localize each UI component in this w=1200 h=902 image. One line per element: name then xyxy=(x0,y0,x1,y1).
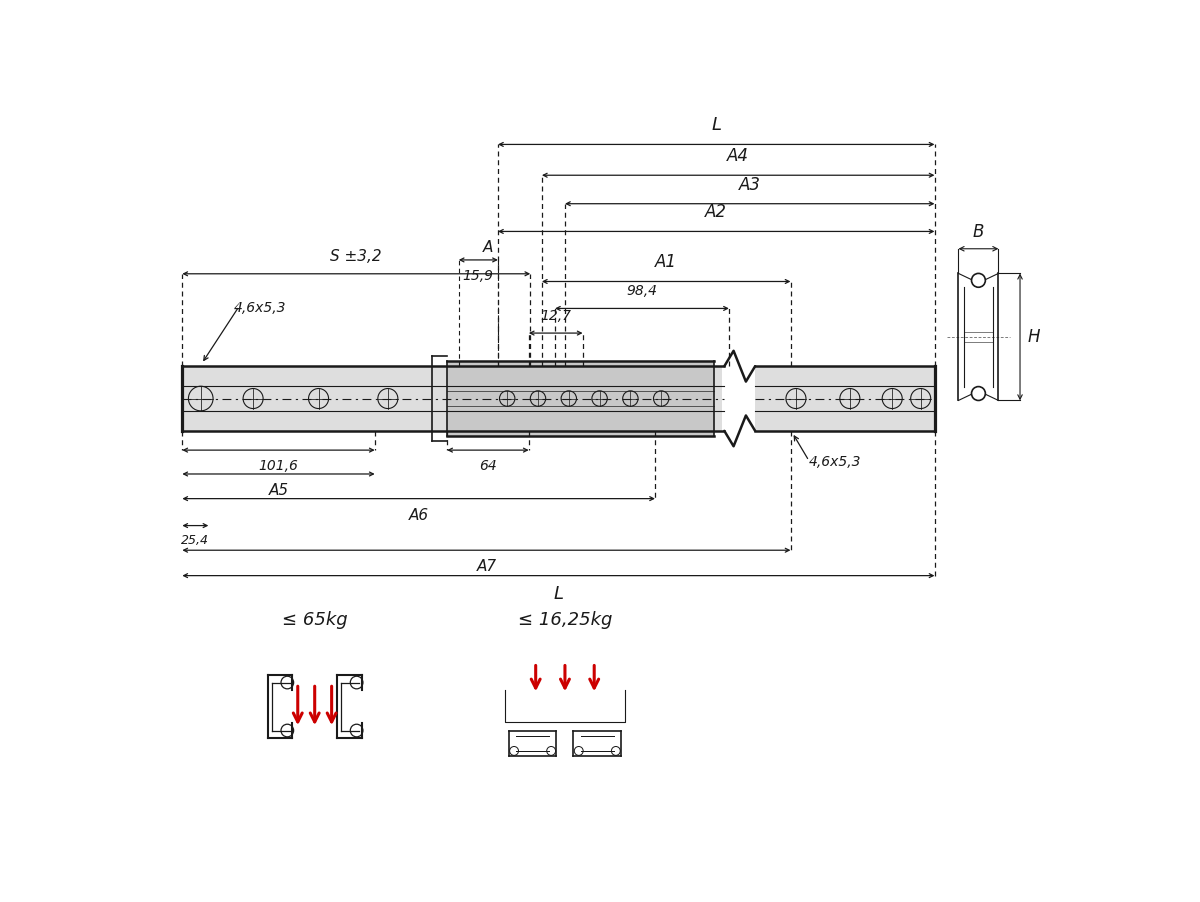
Text: A5: A5 xyxy=(269,483,288,498)
Text: H: H xyxy=(1027,328,1040,346)
Text: A: A xyxy=(482,240,493,254)
Bar xyxy=(722,357,757,440)
Text: A6: A6 xyxy=(408,508,428,523)
Text: A4: A4 xyxy=(727,147,749,165)
Text: 25,4: 25,4 xyxy=(181,534,209,547)
Text: 101,6: 101,6 xyxy=(258,459,299,474)
Bar xyxy=(182,366,725,431)
Text: L: L xyxy=(712,116,721,134)
Bar xyxy=(448,361,714,437)
Text: A7: A7 xyxy=(476,559,497,575)
Text: 12,7: 12,7 xyxy=(540,309,571,323)
Text: 15,9: 15,9 xyxy=(463,269,494,283)
Text: ≤ 16,25kg: ≤ 16,25kg xyxy=(517,611,612,629)
Text: 64: 64 xyxy=(479,459,497,474)
Text: S ±3,2: S ±3,2 xyxy=(330,249,382,263)
Text: L: L xyxy=(553,584,564,603)
Text: A2: A2 xyxy=(706,204,727,221)
Text: A1: A1 xyxy=(655,253,677,272)
Text: ≤ 65kg: ≤ 65kg xyxy=(282,611,348,629)
Text: A3: A3 xyxy=(739,176,761,194)
Text: 4,6x5,3: 4,6x5,3 xyxy=(809,456,862,469)
Bar xyxy=(755,366,935,431)
Text: 98,4: 98,4 xyxy=(626,284,658,299)
Text: 4,6x5,3: 4,6x5,3 xyxy=(234,301,287,316)
Text: B: B xyxy=(973,223,984,241)
